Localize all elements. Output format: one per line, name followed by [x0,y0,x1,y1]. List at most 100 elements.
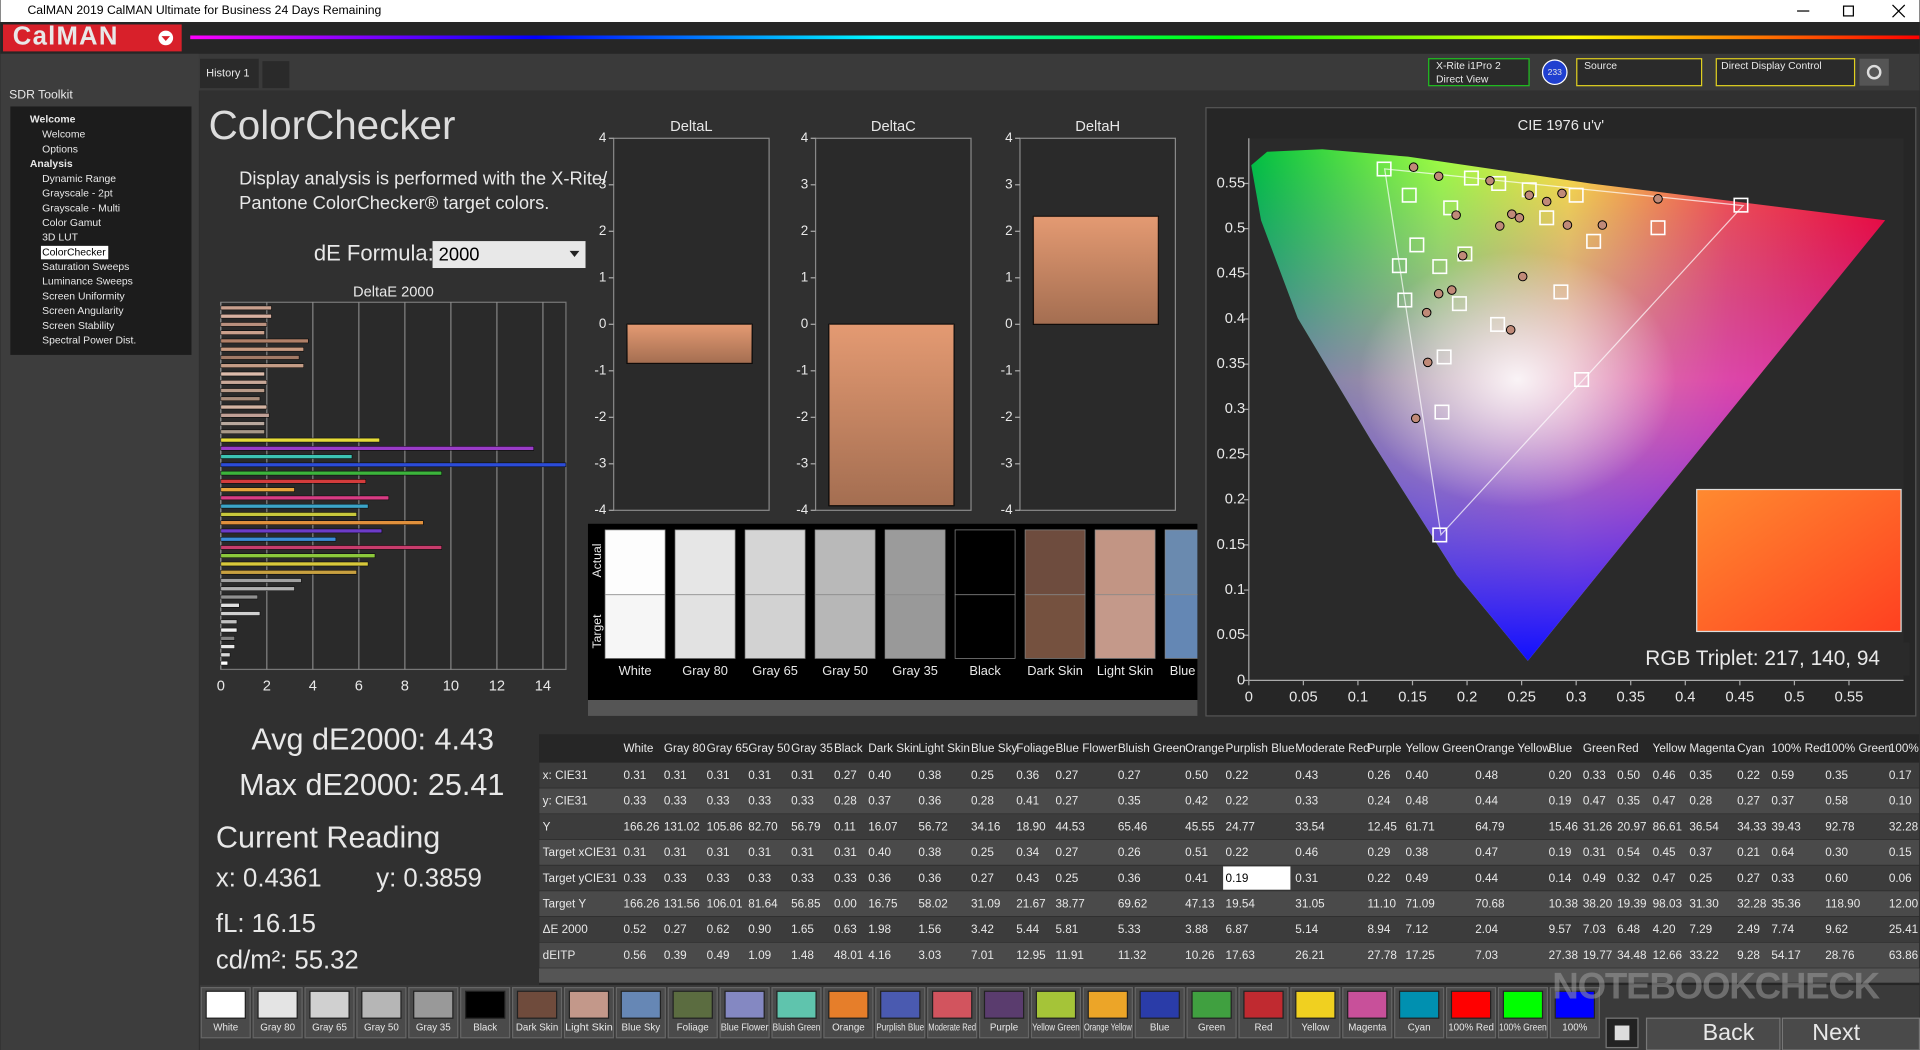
table-cell[interactable]: 0.27 [1737,872,1760,885]
table-cell[interactable]: 6.87 [1226,923,1249,936]
table-cell[interactable]: 9.28 [1737,949,1760,962]
table-cell[interactable]: 31.26 [1583,820,1613,833]
table-cell[interactable]: 0.24 [1368,795,1391,808]
table-cell[interactable]: 56.72 [918,820,947,833]
table-cell[interactable]: 0.60 [1825,872,1848,885]
table-cell[interactable]: 0.47 [1653,795,1676,808]
table-cell[interactable]: 0.49 [1405,872,1428,885]
table-cell[interactable]: 0.36 [1016,769,1039,782]
table-cell[interactable]: 71.09 [1405,897,1434,910]
table-cell[interactable]: 0.36 [868,872,891,885]
tree-item[interactable]: Options [42,144,78,155]
table-cell[interactable]: 0.33 [748,795,771,808]
table-cell[interactable]: 0.22 [1368,872,1391,885]
table-cell[interactable]: 4.20 [1653,923,1676,936]
table-cell[interactable]: 0.56 [623,949,646,962]
table-cell[interactable]: 0.22 [1226,795,1249,808]
table-cell[interactable]: 33.54 [1295,820,1325,833]
table-cell[interactable]: 0.40 [1405,769,1428,782]
tree-item[interactable]: Screen Angularity [42,306,124,317]
table-cell[interactable]: 0.29 [1368,846,1391,859]
table-cell[interactable]: 0.50 [1185,769,1208,782]
next-button[interactable] [1781,1017,1920,1050]
table-cell[interactable]: 0.14 [1549,872,1572,885]
table-cell[interactable]: 0.33 [707,872,730,885]
table-cell[interactable]: 31.05 [1295,897,1325,910]
table-cell[interactable]: 0.20 [1549,769,1572,782]
table-cell[interactable]: 0.39 [664,949,687,962]
table-scrollbar[interactable] [539,968,1920,983]
table-cell[interactable]: 47.13 [1185,897,1215,910]
table-cell[interactable]: 5.81 [1055,923,1078,936]
table-cell[interactable]: 0.31 [834,846,857,859]
table-cell[interactable]: 20.97 [1617,820,1646,833]
table-cell[interactable]: 0.00 [834,897,857,910]
table-cell[interactable]: 61.71 [1405,820,1434,833]
table-cell[interactable]: 0.31 [748,769,771,782]
table-cell[interactable]: 0.27 [664,923,687,936]
table-cell[interactable]: 7.03 [1583,923,1606,936]
table-cell[interactable]: 0.15 [1889,846,1912,859]
table-cell[interactable]: 11.91 [1055,949,1084,962]
table-cell[interactable]: 0.49 [707,949,730,962]
table-cell[interactable]: 19.54 [1226,897,1256,910]
table-cell[interactable]: 0.33 [664,795,687,808]
table-cell[interactable]: 106.01 [707,897,743,910]
table-cell[interactable]: 24.77 [1226,820,1255,833]
table-cell[interactable]: 1.56 [918,923,941,936]
table-cell[interactable]: 34.33 [1737,820,1767,833]
table-cell[interactable]: 0.35 [1825,769,1848,782]
table-cell[interactable]: 0.19 [1549,846,1572,859]
table-cell[interactable]: 0.49 [1583,872,1606,885]
table-cell[interactable]: 0.31 [707,846,730,859]
table-cell[interactable]: 27.38 [1549,949,1579,962]
table-cell[interactable]: 8.94 [1368,923,1391,936]
tree-item[interactable]: Grayscale - Multi [42,203,120,214]
table-cell[interactable]: 0.27 [1055,846,1078,859]
next-label[interactable]: Next [1812,1019,1860,1045]
table-cell[interactable]: 35.36 [1771,897,1801,910]
logo-box[interactable] [3,24,182,52]
table-cell[interactable]: 0.27 [1055,795,1078,808]
table-cell[interactable]: 0.33 [1583,769,1606,782]
table-cell[interactable]: 0.36 [1118,872,1141,885]
table-cell[interactable]: 0.47 [1583,795,1606,808]
table-cell[interactable]: 131.56 [664,897,700,910]
table-cell[interactable]: 98.03 [1653,897,1683,910]
table-cell[interactable]: 0.33 [623,795,646,808]
table-cell[interactable]: 45.55 [1185,820,1215,833]
table-cell[interactable]: 48.01 [834,949,863,962]
table-cell[interactable]: 65.46 [1118,820,1148,833]
table-cell[interactable]: 0.40 [868,846,891,859]
table-cell[interactable]: 0.50 [1617,769,1640,782]
table-cell[interactable]: 0.47 [1475,846,1498,859]
table-cell[interactable]: 0.62 [707,923,730,936]
table-cell[interactable]: 12.66 [1653,949,1683,962]
table-cell[interactable]: 7.74 [1771,923,1794,936]
table-cell[interactable]: 12.95 [1016,949,1046,962]
table-cell[interactable]: 0.46 [1295,846,1318,859]
table-cell[interactable]: 31.09 [971,897,1000,910]
table-cell[interactable]: 0.40 [868,769,891,782]
window-controls[interactable] [1797,4,1906,18]
table-cell[interactable]: 33.22 [1689,949,1718,962]
table-cell[interactable]: 0.27 [1118,769,1141,782]
table-cell[interactable]: 0.28 [1689,795,1712,808]
table-cell[interactable]: 10.38 [1549,897,1579,910]
table-cell[interactable]: 0.33 [791,795,814,808]
table-cell[interactable]: 7.12 [1405,923,1428,936]
table-cell[interactable]: 34.48 [1617,949,1647,962]
table-cell[interactable]: 0.31 [664,846,687,859]
table-cell[interactable]: 118.90 [1825,897,1860,910]
table-cell[interactable]: 0.59 [1771,769,1794,782]
badge[interactable] [1541,59,1568,86]
table-cell[interactable]: 0.22 [1226,769,1249,782]
table-cell[interactable]: 56.79 [791,820,820,833]
table-cell[interactable]: 0.28 [834,795,857,808]
table-cell[interactable]: 82.70 [748,820,778,833]
table-cell[interactable]: 2.04 [1475,923,1498,936]
table-cell[interactable]: 5.33 [1118,923,1141,936]
table-cell[interactable]: 0.51 [1185,846,1208,859]
table-cell[interactable]: 17.63 [1226,949,1256,962]
table-cell[interactable]: 105.86 [707,820,743,833]
